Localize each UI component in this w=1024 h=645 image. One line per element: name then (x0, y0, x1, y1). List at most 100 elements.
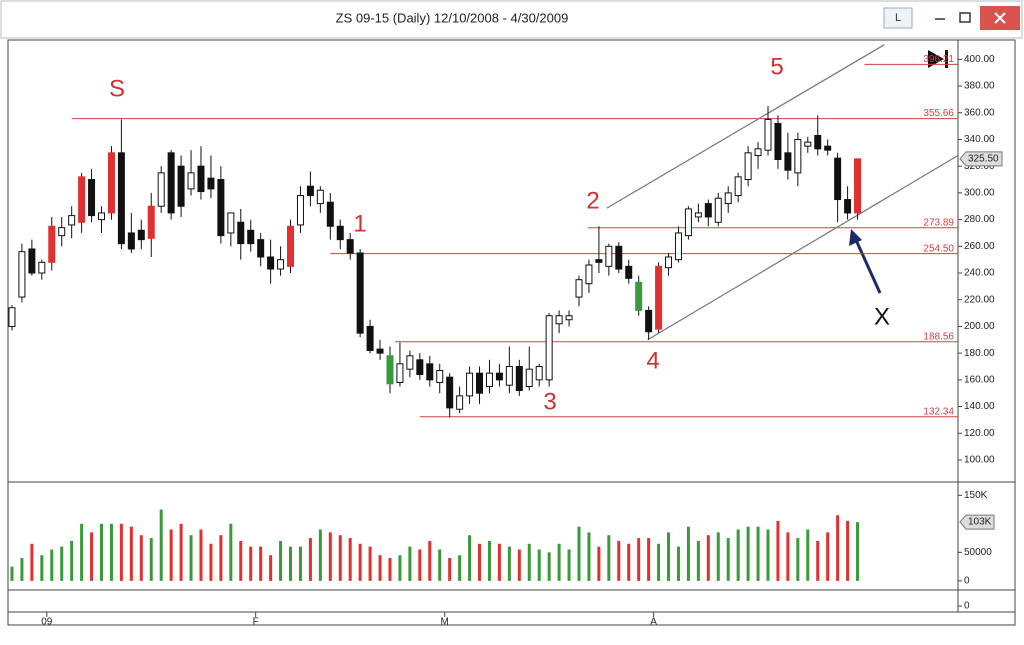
candle-body (267, 256, 275, 270)
last-price-label: 325.50 (968, 153, 999, 164)
level-label: 132.34 (923, 406, 954, 417)
candle-body (227, 212, 235, 234)
y-tick-label: 340.00 (964, 134, 995, 145)
candle-body (625, 265, 633, 279)
candle-body (416, 359, 424, 376)
indicator-tick-label: 0 (964, 601, 970, 612)
candle-body (177, 165, 185, 207)
candle-body (287, 225, 295, 267)
candle-body (436, 370, 444, 384)
annotation: X (874, 303, 890, 330)
candle-body (585, 264, 593, 285)
candle-body (794, 138, 802, 174)
arrow-head (849, 229, 862, 246)
annotation: 5 (770, 53, 783, 80)
candle-body (98, 212, 106, 221)
candle-body (8, 307, 16, 327)
candle-body (535, 365, 543, 381)
level-label: 188.56 (923, 331, 954, 342)
chart-frame (7, 39, 1016, 626)
candle-body (346, 239, 354, 254)
candle-body (376, 348, 384, 354)
candle-body (277, 259, 285, 270)
candle-body (784, 152, 792, 171)
candle-body (545, 315, 553, 381)
last-volume-label: 103K (968, 517, 992, 528)
candle-body (824, 145, 832, 151)
candle-body (207, 177, 215, 190)
candle-body (147, 205, 155, 239)
y-tick-label: 100.00 (964, 455, 995, 466)
candle-body (426, 363, 434, 381)
candle-body (386, 355, 394, 385)
y-tick-label: 400.00 (964, 54, 995, 65)
candle-body (704, 203, 712, 218)
candle-body (476, 372, 484, 394)
y-tick-label: 140.00 (964, 401, 995, 412)
candle-body (565, 315, 573, 321)
scroll-end-icon[interactable] (945, 50, 948, 68)
candle-body (466, 372, 474, 397)
candle-body (844, 199, 852, 214)
y-tick-label: 180.00 (964, 348, 995, 359)
y-tick-label: 120.00 (964, 428, 995, 439)
candle-body (694, 212, 702, 218)
maximize[interactable] (959, 12, 971, 23)
y-tick-label: 280.00 (964, 214, 995, 225)
candle-body (734, 176, 742, 197)
window-title: ZS 09-15 (Daily) 12/10/2008 - 4/30/2009 (336, 10, 569, 25)
level-label: 273.89 (923, 217, 954, 228)
candle-body (137, 229, 145, 241)
candle-body (326, 201, 334, 227)
candle-body (316, 189, 324, 205)
title-bar (0, 0, 1023, 39)
candle-body (396, 363, 404, 384)
candle-body (754, 148, 762, 157)
candle-body (814, 134, 822, 150)
candle-body (336, 225, 344, 241)
annotation: S (109, 75, 125, 102)
y-tick-label: 360.00 (964, 107, 995, 118)
candle-body (406, 355, 414, 370)
candle-body (18, 251, 26, 298)
candle-body (306, 185, 314, 197)
close-icon[interactable] (994, 12, 1006, 24)
l-button[interactable] (883, 7, 913, 29)
candle-body (525, 368, 533, 388)
y-tick-label: 380.00 (964, 81, 995, 92)
volume-tick-label: 0 (964, 576, 970, 587)
volume-tick-label: 50000 (964, 547, 992, 558)
candle-body (595, 259, 603, 263)
x-tick-label: M (441, 617, 449, 628)
candle-body (744, 152, 752, 181)
candle-body (456, 395, 464, 410)
candle-body (764, 118, 772, 151)
last-volume-box (959, 514, 995, 530)
y-tick-label: 240.00 (964, 268, 995, 279)
candle-body (515, 365, 523, 392)
scroll-end-icon[interactable] (928, 50, 944, 68)
l-button-label[interactable]: L (895, 12, 901, 24)
candle-body (555, 315, 563, 325)
candle-body (834, 157, 842, 201)
candle-body (724, 192, 732, 205)
candle-body (28, 248, 36, 274)
candle-body (68, 215, 76, 226)
x-tick-label: F (253, 617, 259, 628)
trendline (606, 44, 885, 209)
y-tick-label: 200.00 (964, 321, 995, 332)
candle-body (505, 365, 513, 386)
candle-body (167, 152, 175, 214)
candle-body (48, 225, 56, 263)
candle-body (485, 372, 493, 388)
candle-body (635, 281, 643, 311)
level-label: 396.21 (923, 54, 954, 65)
candle-body (107, 152, 115, 214)
candle-body (187, 172, 195, 190)
candle-body (58, 227, 66, 237)
last-price-box (959, 151, 1003, 167)
candle-body (605, 245, 613, 267)
candle-body (714, 197, 722, 223)
